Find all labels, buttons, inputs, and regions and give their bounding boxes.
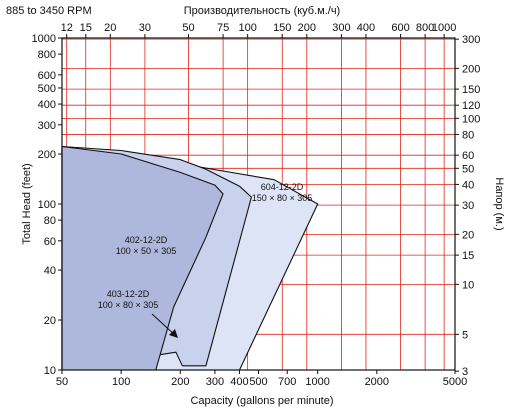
y-tick-label: 600 bbox=[38, 70, 56, 82]
y2-tick-label: 300 bbox=[462, 34, 480, 46]
x2-tick-label: 800 bbox=[416, 22, 434, 34]
x-tick-label: 1000 bbox=[305, 376, 329, 388]
y2-tick-label: 40 bbox=[462, 179, 474, 191]
y2-tick-label: 30 bbox=[462, 200, 474, 212]
zone-label-403-12-2D: 100 × 80 × 305 bbox=[98, 300, 159, 310]
y2-tick-label: 200 bbox=[462, 63, 480, 75]
x2-axis-title: Производительность (куб.м./ч) bbox=[184, 5, 340, 17]
y2-tick-label: 10 bbox=[462, 279, 474, 291]
x-tick-label: 400 bbox=[230, 376, 248, 388]
y-tick-label: 60 bbox=[44, 236, 56, 248]
y2-tick-label: 15 bbox=[462, 250, 474, 262]
y-tick-label: 100 bbox=[38, 199, 56, 211]
zone-label-402-12-2D: 100 × 50 × 305 bbox=[116, 246, 177, 256]
y-tick-label: 80 bbox=[44, 215, 56, 227]
x2-tick-label: 1000 bbox=[432, 22, 456, 34]
y-tick-label: 20 bbox=[44, 315, 56, 327]
x-tick-label: 700 bbox=[278, 376, 296, 388]
y-tick-label: 1000 bbox=[32, 33, 56, 45]
x-tick-label: 500 bbox=[249, 376, 267, 388]
zone-label-604-12-2D: 604-12-2D bbox=[261, 182, 304, 192]
zone-label-403-12-2D: 403-12-2D bbox=[107, 289, 150, 299]
x2-tick-label: 200 bbox=[298, 22, 316, 34]
y-tick-label: 300 bbox=[38, 120, 56, 132]
x2-tick-label: 20 bbox=[104, 22, 116, 34]
x2-tick-label: 12 bbox=[61, 22, 73, 34]
y2-tick-label: 60 bbox=[462, 150, 474, 162]
y-tick-label: 40 bbox=[44, 265, 56, 277]
zone-label-604-12-2D: 150 × 80 × 305 bbox=[252, 193, 313, 203]
y2-tick-label: 3 bbox=[462, 366, 468, 378]
x-tick-label: 100 bbox=[112, 376, 130, 388]
x2-tick-label: 400 bbox=[357, 22, 375, 34]
x-tick-label: 50 bbox=[56, 376, 68, 388]
x-tick-label: 2000 bbox=[365, 376, 389, 388]
y2-tick-label: 100 bbox=[462, 113, 480, 125]
x-axis-title: Capacity (gallons per minute) bbox=[190, 395, 333, 407]
x-tick-label: 300 bbox=[206, 376, 224, 388]
y2-tick-label: 150 bbox=[462, 84, 480, 96]
x2-tick-label: 600 bbox=[391, 22, 409, 34]
x2-tick-label: 300 bbox=[332, 22, 350, 34]
y-tick-label: 10 bbox=[44, 365, 56, 377]
x2-tick-label: 30 bbox=[139, 22, 151, 34]
x2-tick-label: 75 bbox=[217, 22, 229, 34]
x2-tick-label: 15 bbox=[80, 22, 92, 34]
x-tick-label: 200 bbox=[171, 376, 189, 388]
y-axis-title: Total Head (feet) bbox=[21, 163, 33, 244]
y2-axis-title: Напор (м.) bbox=[493, 177, 505, 230]
x2-tick-label: 150 bbox=[273, 22, 291, 34]
x2-tick-label: 50 bbox=[182, 22, 194, 34]
y-tick-label: 500 bbox=[38, 83, 56, 95]
tick-labels: 50 100 200 300 400 500 700 1000 2000 500010204060… bbox=[32, 22, 481, 388]
y2-tick-label: 50 bbox=[462, 163, 474, 175]
y-tick-label: 400 bbox=[38, 99, 56, 111]
y2-tick-label: 20 bbox=[462, 229, 474, 241]
y2-tick-label: 80 bbox=[462, 129, 474, 141]
x-tick-label: 5000 bbox=[443, 376, 467, 388]
y-tick-label: 200 bbox=[38, 149, 56, 161]
x2-tick-label: 100 bbox=[238, 22, 256, 34]
zone-label-402-12-2D: 402-12-2D bbox=[125, 235, 168, 245]
speed-range-note: 885 to 3450 RPM bbox=[6, 5, 92, 17]
y2-tick-label: 120 bbox=[462, 100, 480, 112]
y2-tick-label: 5 bbox=[462, 329, 468, 341]
y-tick-label: 800 bbox=[38, 49, 56, 61]
label-pointer-arrowhead bbox=[169, 329, 178, 338]
